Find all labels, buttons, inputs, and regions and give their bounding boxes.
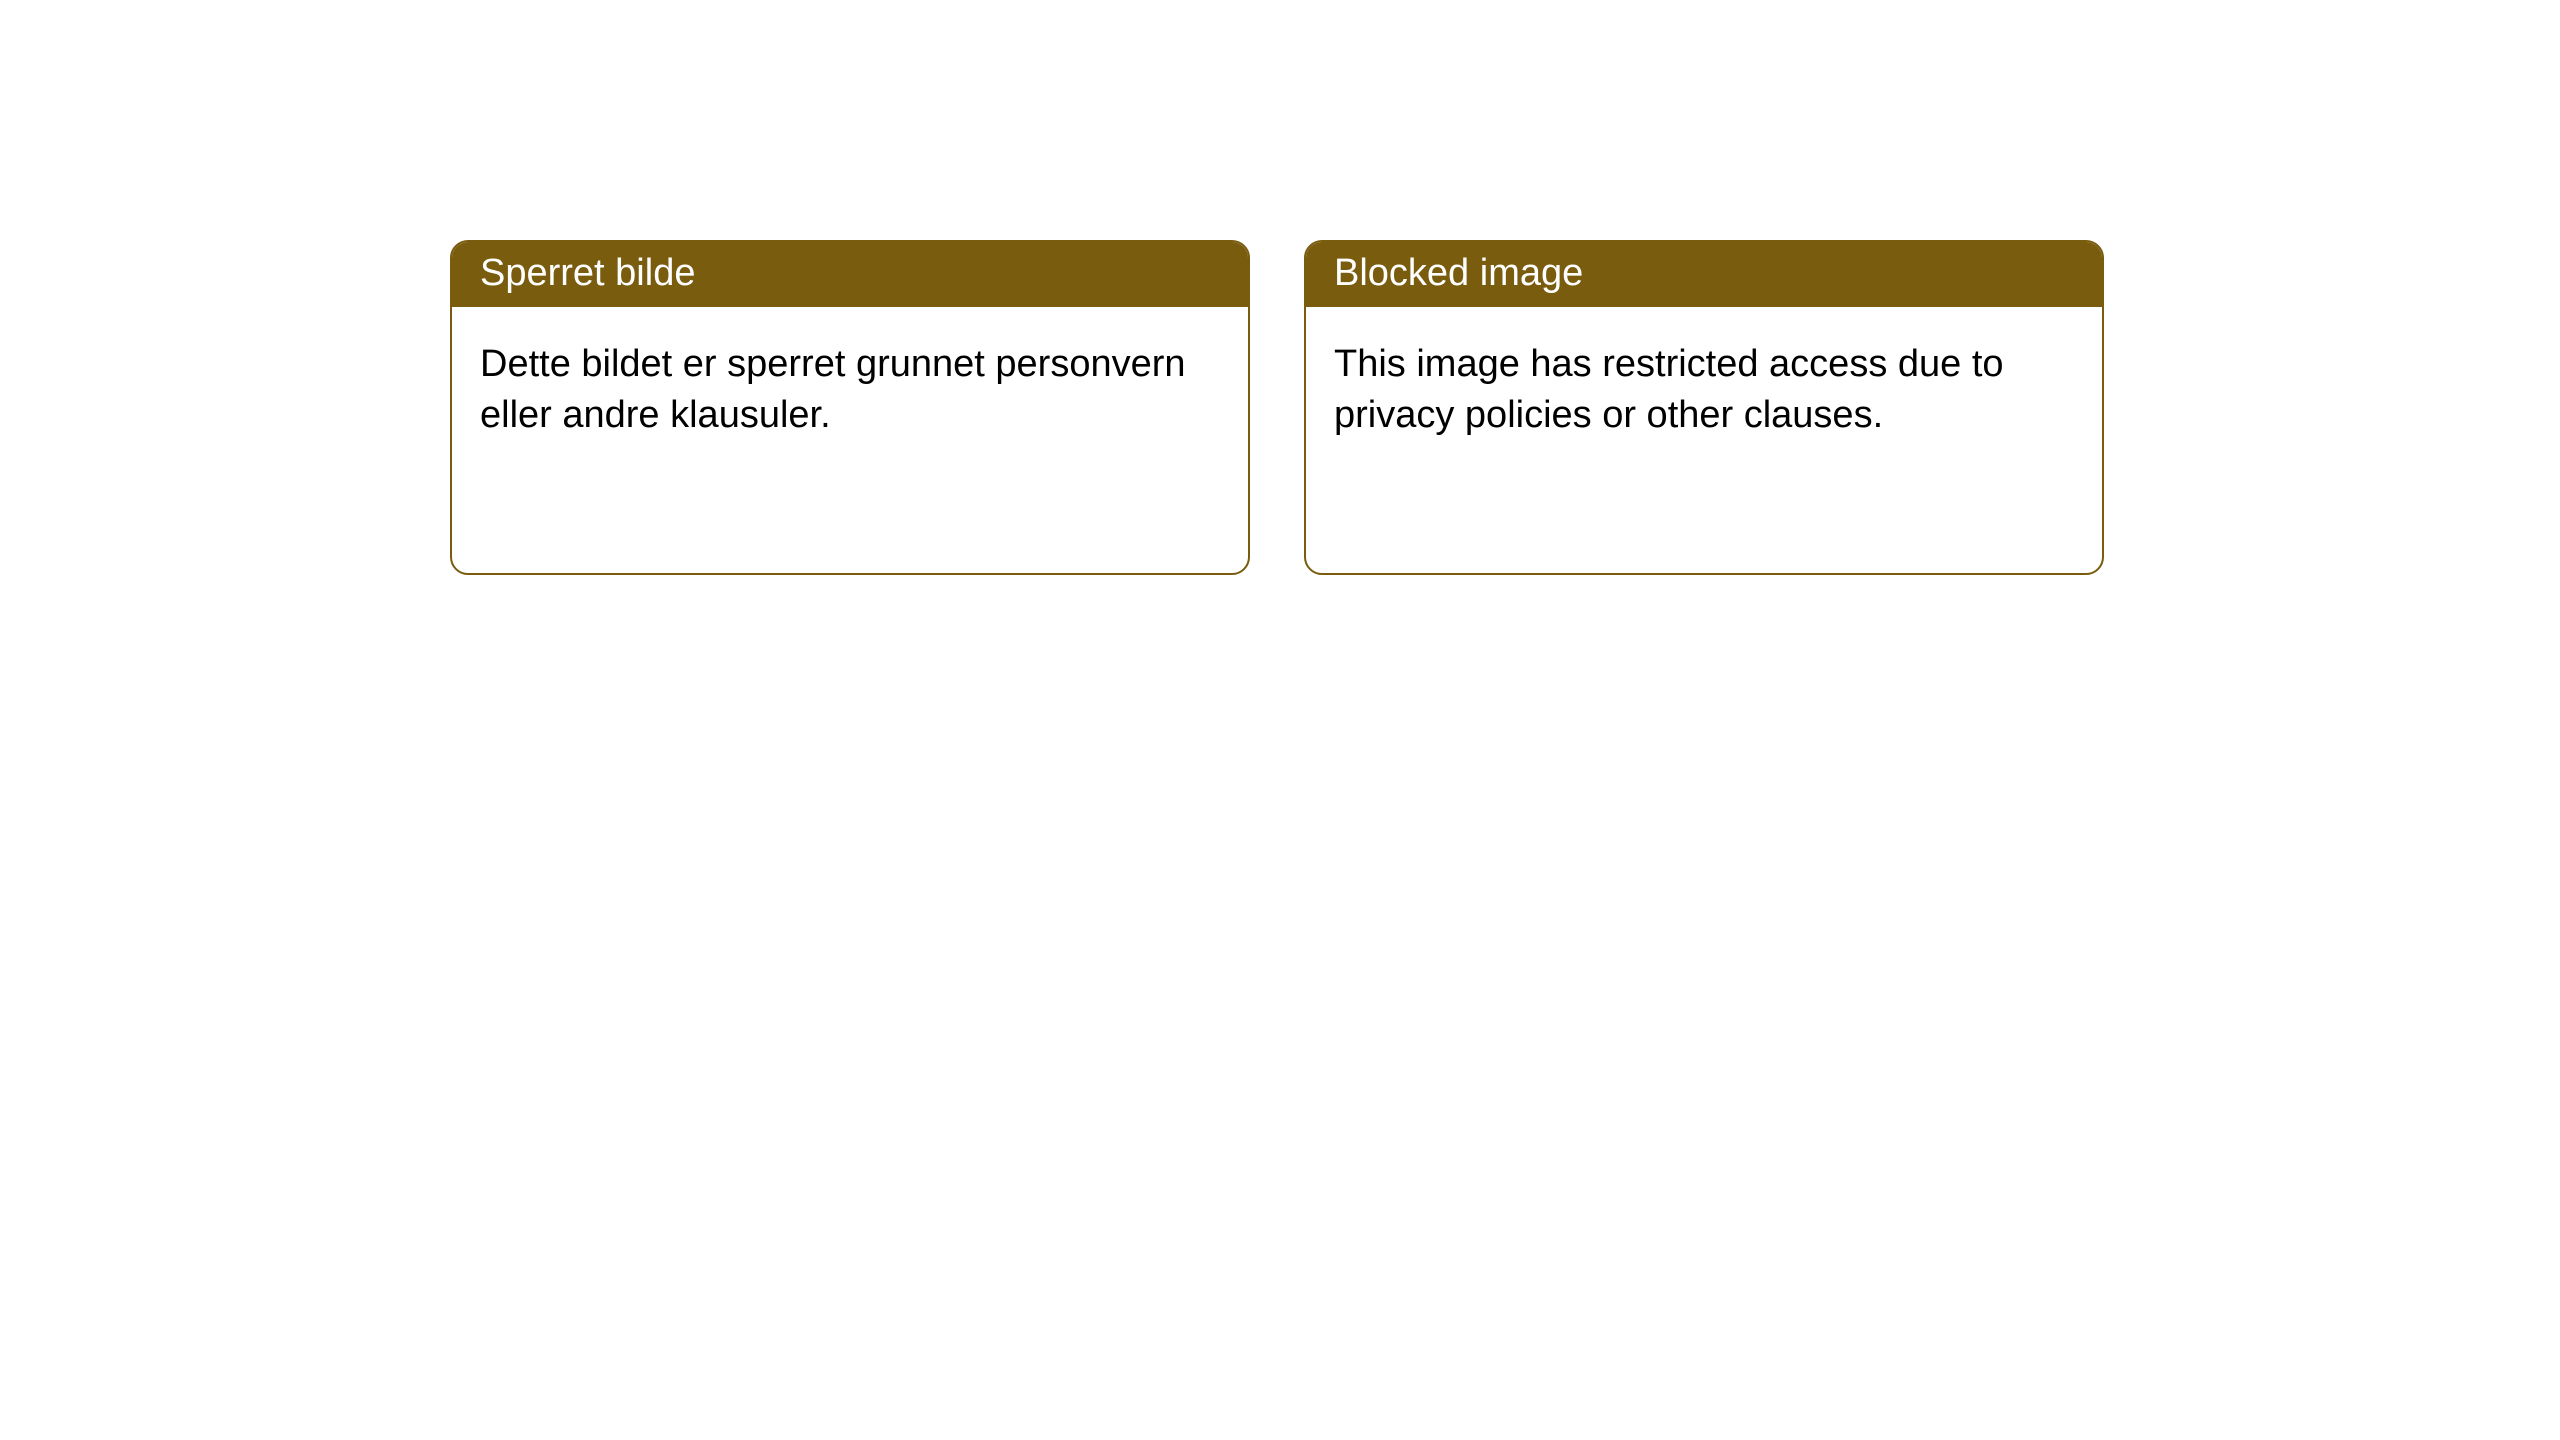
notice-header: Sperret bilde bbox=[452, 242, 1248, 307]
notice-card-norwegian: Sperret bilde Dette bildet er sperret gr… bbox=[450, 240, 1250, 575]
notice-body: Dette bildet er sperret grunnet personve… bbox=[452, 307, 1248, 474]
notice-card-english: Blocked image This image has restricted … bbox=[1304, 240, 2104, 575]
notice-text: This image has restricted access due to … bbox=[1334, 343, 2004, 436]
notice-container: Sperret bilde Dette bildet er sperret gr… bbox=[0, 0, 2560, 575]
notice-text: Dette bildet er sperret grunnet personve… bbox=[480, 343, 1186, 436]
notice-title: Sperret bilde bbox=[480, 252, 695, 294]
notice-body: This image has restricted access due to … bbox=[1306, 307, 2102, 474]
notice-header: Blocked image bbox=[1306, 242, 2102, 307]
notice-title: Blocked image bbox=[1334, 252, 1583, 294]
